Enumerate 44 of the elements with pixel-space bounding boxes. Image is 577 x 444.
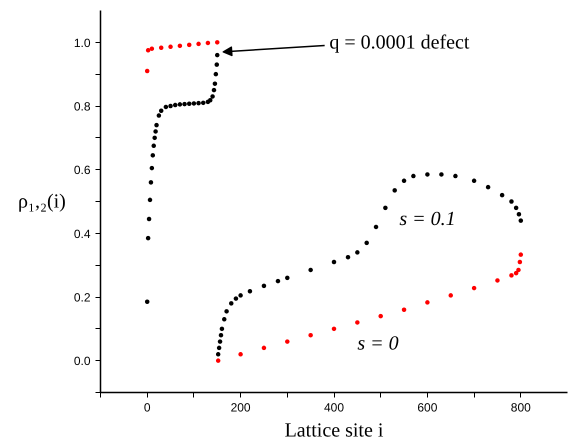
point	[355, 320, 360, 325]
point	[509, 273, 514, 278]
point	[158, 46, 164, 50]
x-tick-label: 400	[324, 400, 344, 414]
point	[402, 307, 406, 312]
point	[514, 270, 518, 276]
point	[150, 46, 154, 51]
point	[262, 346, 266, 350]
x-tick-label: 800	[510, 400, 532, 414]
series-label: s = 0.1	[399, 208, 456, 230]
point	[378, 314, 383, 318]
point	[146, 48, 150, 53]
point	[215, 40, 220, 45]
point	[495, 278, 500, 283]
point	[216, 358, 220, 363]
point	[332, 326, 336, 332]
point	[178, 44, 182, 48]
y-axis-title: ρ₁,₂(i)	[18, 190, 66, 212]
point	[518, 260, 522, 264]
x-tick-label: 600	[417, 400, 438, 414]
point	[168, 44, 173, 50]
y-tick-label: 0.0	[74, 354, 91, 368]
point	[206, 40, 210, 46]
series-label: s = 0	[357, 332, 399, 354]
point	[285, 339, 290, 344]
point	[516, 268, 521, 272]
y-tick-label: 1.0	[74, 36, 91, 50]
point	[308, 332, 313, 338]
y-tick-label: 0.8	[74, 100, 91, 114]
point	[472, 286, 476, 290]
y-tick-label: 0.2	[74, 290, 91, 304]
point	[238, 352, 243, 357]
annotation: q = 0.0001 defect	[329, 32, 470, 54]
point	[448, 293, 453, 298]
x-axis-title: Lattice site i	[284, 420, 384, 442]
x-tick-label: 200	[230, 400, 251, 414]
point	[518, 252, 524, 257]
point	[425, 300, 430, 305]
y-tick-label: 0.6	[74, 163, 91, 178]
point	[144, 68, 150, 74]
y-tick-label: 0.4	[74, 226, 91, 241]
point	[196, 42, 201, 46]
x-tick-label: 0	[144, 400, 151, 414]
point	[186, 42, 192, 48]
